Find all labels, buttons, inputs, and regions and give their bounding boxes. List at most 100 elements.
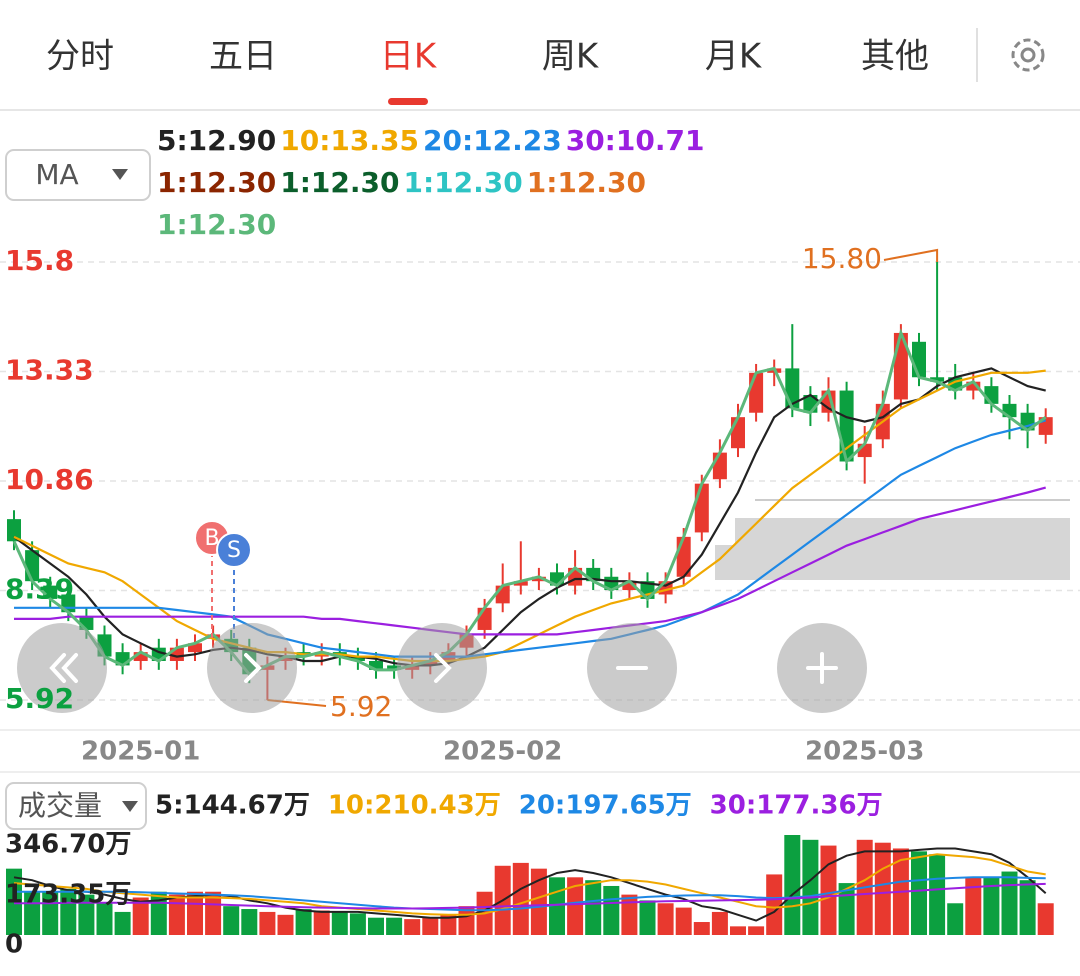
button-circle <box>397 623 487 713</box>
volume-bar <box>458 906 475 935</box>
control-button[interactable] <box>777 623 867 713</box>
x-tick-label: 2025-01 <box>81 737 200 767</box>
ma-line <box>13 367 1046 667</box>
volume-bar <box>730 926 746 935</box>
gear-outer <box>1011 38 1045 72</box>
candle-body <box>495 585 510 604</box>
volume-legend-entry: 20:197.65万 <box>519 791 692 821</box>
volume-bar <box>241 909 258 935</box>
candle-body <box>133 652 148 661</box>
candle-body <box>531 576 546 582</box>
volume-legend-entry: 5:144.67万 <box>155 791 310 821</box>
tab[interactable]: 周K <box>542 37 600 77</box>
ma-line <box>14 486 1046 636</box>
volume-bar <box>404 919 421 935</box>
volume-ma-line <box>14 876 1046 912</box>
tab[interactable]: 其他 <box>861 37 929 77</box>
button-glyph <box>434 653 452 683</box>
volume-dropdown[interactable]: 成交量 <box>5 782 147 830</box>
volume-bar <box>711 911 728 935</box>
candle-body <box>622 581 637 591</box>
volume-bar <box>621 894 638 935</box>
volume-tick-label: 173.35万 <box>5 880 131 910</box>
button-glyph <box>806 652 838 684</box>
candle-body <box>912 341 926 378</box>
control-button[interactable] <box>17 623 107 713</box>
volume-bar <box>567 877 584 935</box>
candle-body <box>731 417 745 449</box>
control-button[interactable] <box>397 623 487 713</box>
volume-bar <box>585 880 602 935</box>
volume-bar <box>60 888 77 935</box>
candle-body <box>984 386 999 404</box>
candle-body <box>7 519 21 542</box>
trade-marker <box>216 532 252 568</box>
volume-bar <box>6 868 22 935</box>
volume-ma-line <box>14 882 1046 910</box>
volume-bar <box>331 911 348 935</box>
legend-entry: 1:12.30 <box>157 208 276 241</box>
candle-body <box>930 377 945 382</box>
volume-bar <box>386 917 403 935</box>
volume-bar <box>929 854 946 935</box>
low-label: 5.92 <box>330 690 392 723</box>
control-button[interactable] <box>207 623 297 713</box>
dropdown-arrow <box>122 801 138 812</box>
trade-marker-label: S <box>227 538 241 563</box>
volume-bar <box>313 910 330 935</box>
volume-bar <box>440 914 457 935</box>
volume-legend-entry: 10:210.43万 <box>328 791 501 821</box>
legend-entry: 1:12.30 <box>404 166 523 199</box>
volume-bar <box>530 868 547 935</box>
tab[interactable]: 日K <box>380 37 438 77</box>
volume-bar <box>168 894 185 935</box>
volume-bar <box>802 839 819 935</box>
ma-dropdown[interactable]: MA <box>5 149 151 201</box>
volume-bar <box>766 874 783 935</box>
legend-entry: 10:13.35 <box>280 124 419 157</box>
button-glyph <box>49 653 78 683</box>
candle-body <box>966 381 981 391</box>
tab-indicator <box>388 98 428 105</box>
volume-bar <box>693 922 710 935</box>
volume-bar <box>1001 871 1018 935</box>
x-tick-label: 2025-03 <box>805 737 924 767</box>
volume-bar <box>368 917 384 935</box>
volume-tick-label: 346.70万 <box>5 830 131 860</box>
volume-bar <box>820 845 837 935</box>
button-glyph <box>244 653 262 683</box>
close-line <box>12 328 1047 677</box>
volume-bar <box>150 891 167 935</box>
volume-bar <box>132 897 149 935</box>
dropdown-label: 成交量 <box>18 789 102 822</box>
volume-bar <box>965 877 982 935</box>
candle-body <box>749 372 764 413</box>
volume-ma-line <box>13 853 1046 916</box>
button-circle <box>207 623 297 713</box>
dropdown-label: MA <box>35 158 78 191</box>
tab[interactable]: 五日 <box>209 37 277 77</box>
volume-bar <box>657 903 674 935</box>
tab[interactable]: 月K <box>705 37 763 77</box>
tab[interactable]: 分时 <box>46 37 114 77</box>
candle-body <box>188 643 202 653</box>
volume-bar <box>295 909 312 935</box>
candle-body <box>206 634 221 639</box>
volume-bar <box>205 891 222 935</box>
y-tick-label: 10.86 <box>5 463 94 496</box>
control-button[interactable] <box>587 623 677 713</box>
candle-body <box>712 452 727 480</box>
volume-bar <box>259 911 276 935</box>
dropdown-box <box>5 782 147 830</box>
high-label: 15.80 <box>802 242 882 275</box>
kline-chart: 15.80 5.92 B S <box>0 242 1080 723</box>
volume-bar <box>422 917 439 935</box>
volume-bar <box>784 835 801 935</box>
candle-body <box>513 581 528 586</box>
volume-bar <box>1037 903 1054 935</box>
settings-icon[interactable] <box>1011 38 1045 72</box>
volume-legend-entry: 30:177.36万 <box>710 791 883 821</box>
volume-bar <box>549 877 565 935</box>
volume-bar <box>277 914 294 935</box>
